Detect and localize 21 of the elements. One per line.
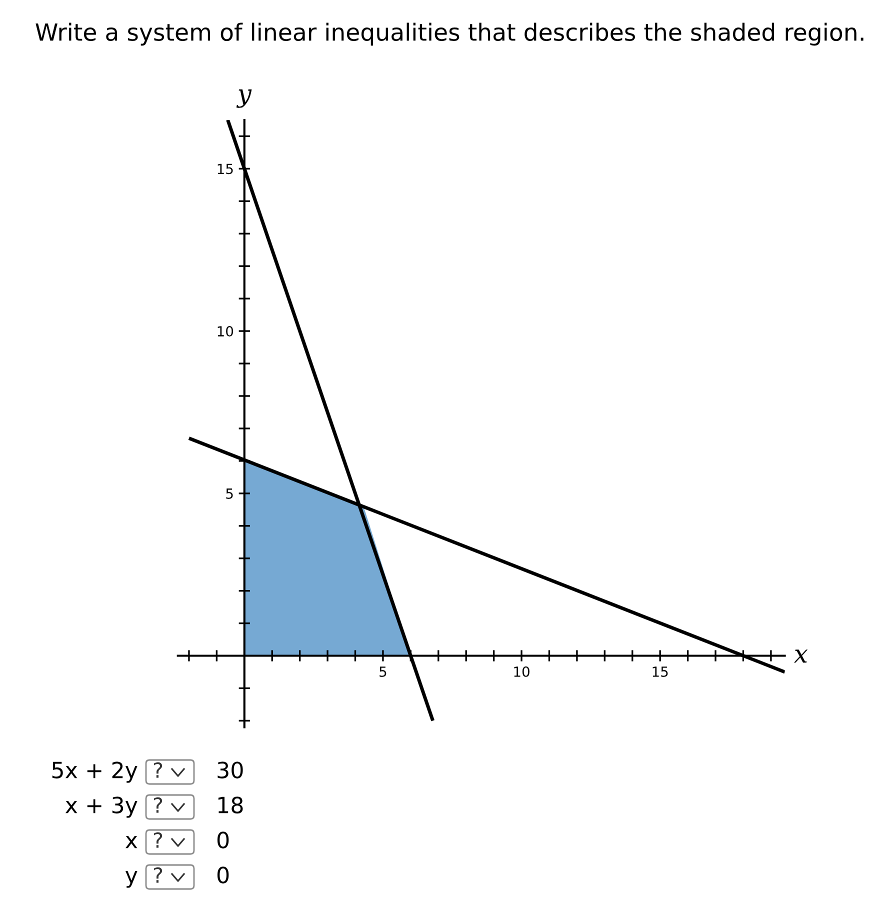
chart-title: Write a system of linear inequalities that describes the shaded region. — [36, 22, 864, 46]
text: ? — [154, 797, 162, 813]
text: x — [125, 836, 138, 848]
y-tick-label: 10 — [218, 326, 234, 337]
x-axis-title: x — [794, 650, 808, 663]
y-tick-label: 15 — [218, 164, 233, 174]
text: 5x + 2y — [52, 762, 138, 783]
text: 18 — [218, 796, 243, 814]
text: 0 — [217, 866, 229, 884]
text: ? — [154, 867, 162, 883]
text: ? — [154, 762, 162, 778]
y-tick-label: 5 — [226, 488, 233, 499]
y-axis-title: y — [236, 89, 252, 108]
text: y — [126, 870, 138, 888]
text: 30 — [218, 762, 243, 778]
text: ? — [154, 832, 162, 848]
x-tick-label: 10 — [514, 666, 530, 677]
text: 0 — [217, 832, 229, 848]
x-tick-label: 5 — [380, 666, 386, 677]
text: x + 3y — [65, 796, 138, 818]
x-tick-label: 15 — [652, 666, 668, 677]
